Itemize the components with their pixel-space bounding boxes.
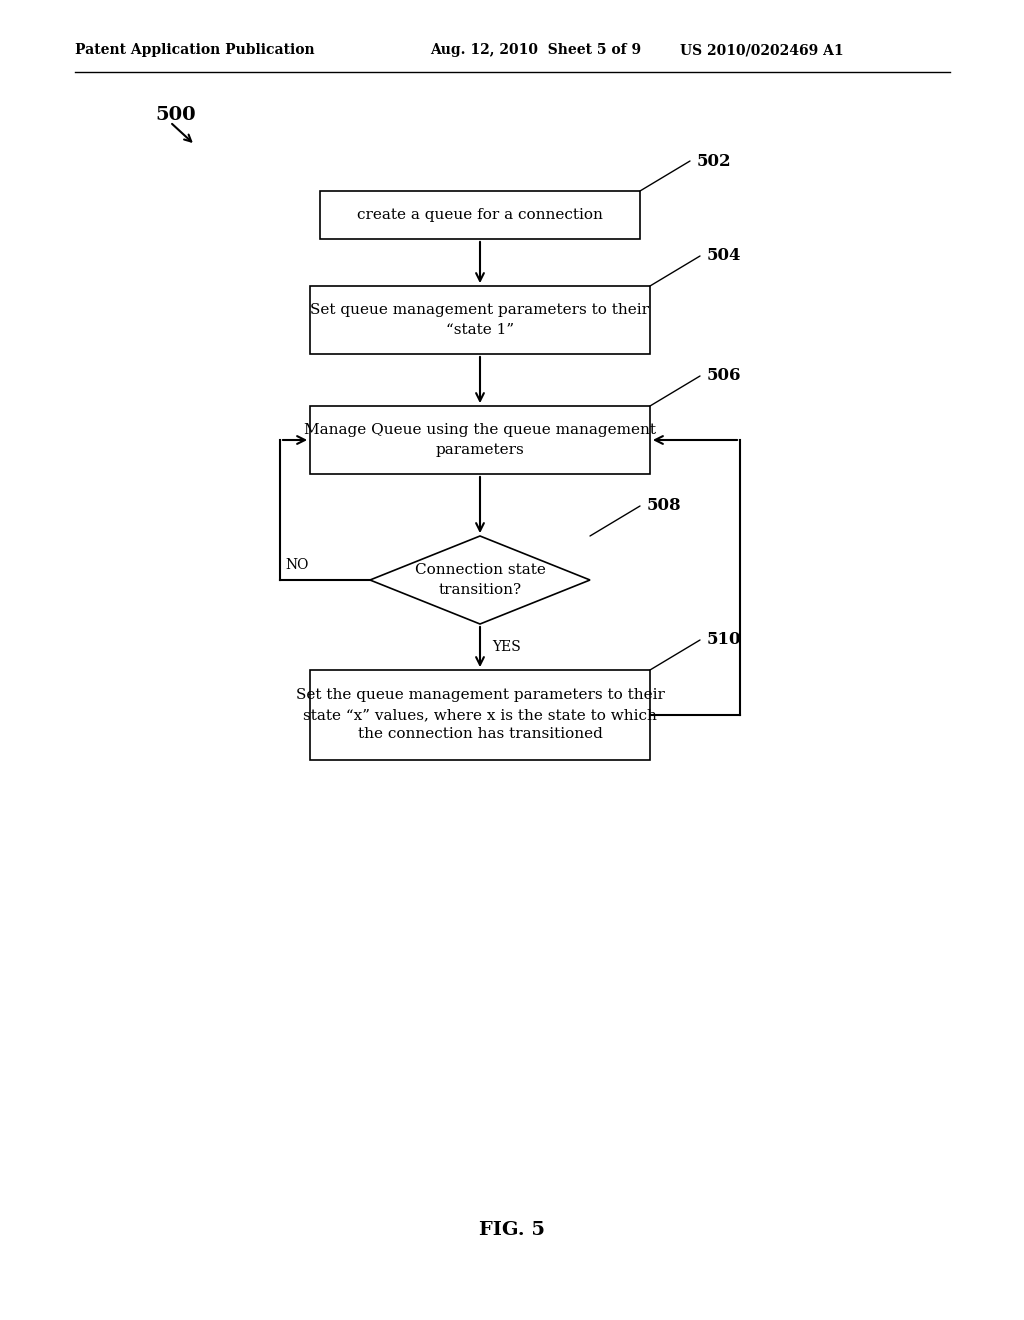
Text: US 2010/0202469 A1: US 2010/0202469 A1 <box>680 44 844 57</box>
Text: Set queue management parameters to their
“state 1”: Set queue management parameters to their… <box>310 304 649 337</box>
Text: 504: 504 <box>707 248 741 264</box>
Text: FIG. 5: FIG. 5 <box>479 1221 545 1239</box>
Text: Set the queue management parameters to their
state “x” values, where x is the st: Set the queue management parameters to t… <box>296 689 665 742</box>
Text: Manage Queue using the queue management
parameters: Manage Queue using the queue management … <box>304 424 656 457</box>
Text: Patent Application Publication: Patent Application Publication <box>75 44 314 57</box>
Text: 506: 506 <box>707 367 741 384</box>
Bar <box>319 191 640 239</box>
Text: 500: 500 <box>155 106 196 124</box>
Text: NO: NO <box>285 558 308 572</box>
Text: 508: 508 <box>647 498 682 515</box>
Text: 502: 502 <box>697 153 731 169</box>
Text: Aug. 12, 2010  Sheet 5 of 9: Aug. 12, 2010 Sheet 5 of 9 <box>430 44 641 57</box>
Text: Connection state
transition?: Connection state transition? <box>415 564 546 597</box>
Text: 510: 510 <box>707 631 741 648</box>
Text: create a queue for a connection: create a queue for a connection <box>357 209 603 222</box>
Bar <box>310 407 650 474</box>
Polygon shape <box>370 536 590 624</box>
Text: YES: YES <box>492 640 521 653</box>
Bar <box>310 671 650 760</box>
Bar <box>310 286 650 354</box>
